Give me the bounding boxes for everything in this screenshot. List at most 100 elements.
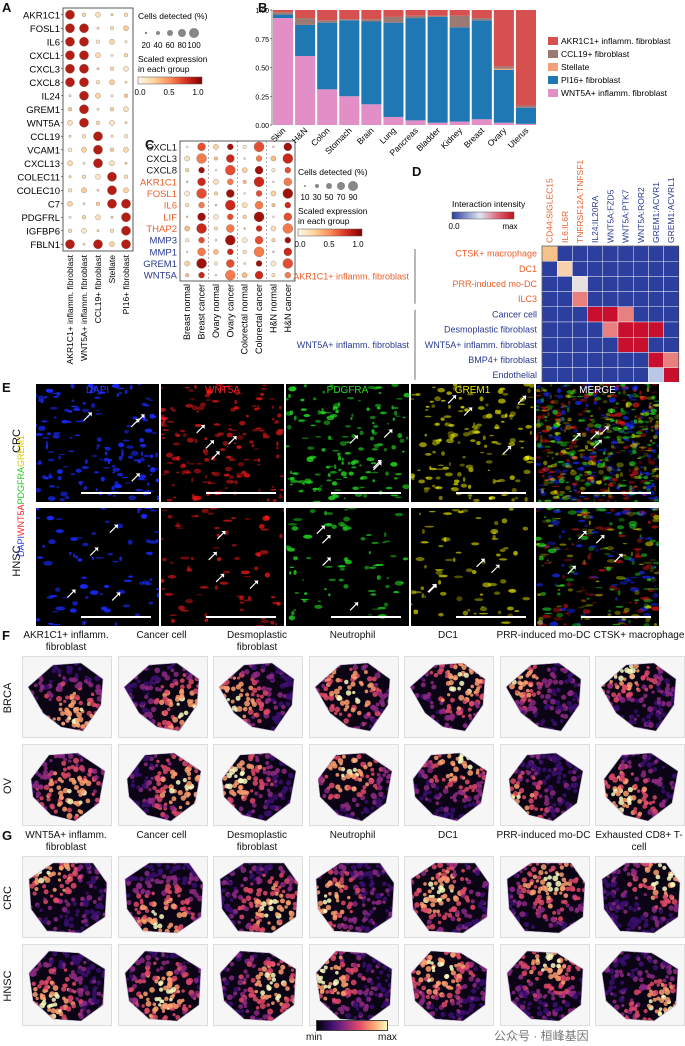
signal-blob xyxy=(582,609,591,614)
signal-blob xyxy=(289,571,292,575)
spot xyxy=(199,811,201,816)
dot xyxy=(109,39,115,45)
signal-blob xyxy=(638,563,644,566)
heatmap-cell xyxy=(633,336,649,353)
spot xyxy=(501,717,504,722)
spot xyxy=(105,727,111,733)
signal-blob xyxy=(598,508,607,512)
spot xyxy=(322,686,328,692)
spot xyxy=(523,722,529,728)
signal-blob xyxy=(289,566,295,568)
signal-blob xyxy=(586,597,590,600)
spot xyxy=(76,723,81,728)
signal-blob xyxy=(149,509,157,512)
dot xyxy=(109,228,115,233)
signal-blob xyxy=(630,443,638,448)
signal-blob xyxy=(45,389,49,392)
signal-blob xyxy=(264,572,271,578)
spot xyxy=(385,810,391,816)
signal-blob xyxy=(36,487,42,493)
signal-blob xyxy=(78,480,84,484)
signal-blob xyxy=(394,580,404,586)
signal-blob xyxy=(233,406,240,410)
spot xyxy=(333,688,340,695)
signal-blob xyxy=(612,477,618,482)
group-label: H&N cancer xyxy=(283,284,293,333)
signal-blob xyxy=(587,593,595,597)
signal-blob xyxy=(555,452,559,456)
spot xyxy=(178,732,183,737)
signal-blob xyxy=(522,526,529,531)
signal-blob xyxy=(622,610,628,614)
signal-blob xyxy=(574,434,579,436)
spot xyxy=(160,685,164,689)
signal-blob xyxy=(186,437,194,443)
spot xyxy=(405,729,410,734)
spot xyxy=(327,717,332,722)
spot xyxy=(342,718,349,724)
spot xyxy=(323,753,327,755)
spot xyxy=(138,773,142,777)
signal-blob xyxy=(508,508,514,511)
signal-blob xyxy=(443,537,447,542)
legend-label: PI16+ fibroblast xyxy=(561,75,621,85)
signal-blob xyxy=(625,495,633,497)
spot xyxy=(368,815,375,821)
heatmap-cell xyxy=(648,336,664,353)
spot xyxy=(334,694,338,698)
signal-blob xyxy=(648,472,655,475)
spot xyxy=(644,687,649,692)
arrow-head xyxy=(468,407,473,412)
spot xyxy=(505,700,510,706)
spot xyxy=(344,772,351,779)
signal-blob xyxy=(556,421,560,426)
spot xyxy=(177,753,182,754)
spot xyxy=(233,755,238,759)
spot xyxy=(576,697,581,704)
signal-blob xyxy=(633,548,643,551)
scale-bar xyxy=(206,616,276,618)
arrow-head xyxy=(94,547,99,552)
spot xyxy=(279,683,286,689)
dot xyxy=(82,161,86,165)
signal-blob xyxy=(90,402,96,408)
spatial-map-brca xyxy=(595,656,685,738)
dot xyxy=(213,156,218,161)
signal-blob xyxy=(643,420,650,423)
signal-blob xyxy=(582,515,587,519)
signal-blob xyxy=(394,496,403,499)
signal-blob xyxy=(655,570,659,572)
signal-blob xyxy=(329,471,337,474)
spot xyxy=(84,675,89,680)
lr-pair-label: GREM1:ACVR1 xyxy=(651,182,661,243)
spot xyxy=(621,734,627,737)
heatmap-cell xyxy=(557,260,573,277)
spot xyxy=(23,682,27,686)
spot xyxy=(675,668,676,674)
spot xyxy=(74,694,80,701)
spot xyxy=(633,720,637,725)
signal-blob xyxy=(477,406,485,410)
signal-blob xyxy=(647,443,652,447)
signal-blob xyxy=(579,466,585,471)
signal-blob xyxy=(91,532,97,535)
spot xyxy=(37,733,43,737)
signal-blob xyxy=(70,384,75,389)
spot xyxy=(586,718,589,722)
signal-blob xyxy=(564,425,568,431)
spot xyxy=(190,820,196,821)
signal-blob xyxy=(545,425,550,428)
x-tick-label: Ovary xyxy=(485,125,509,149)
gene-label: WNT5A xyxy=(144,271,178,282)
signal-blob xyxy=(560,427,563,431)
spot xyxy=(576,663,581,666)
spot xyxy=(161,663,166,664)
signal-blob xyxy=(420,541,429,544)
signal-blob xyxy=(612,446,620,448)
spot xyxy=(556,657,560,661)
spot xyxy=(121,659,125,663)
signal-blob xyxy=(300,598,310,601)
spot xyxy=(608,675,612,679)
dot xyxy=(79,118,89,128)
signal-blob xyxy=(564,429,567,433)
